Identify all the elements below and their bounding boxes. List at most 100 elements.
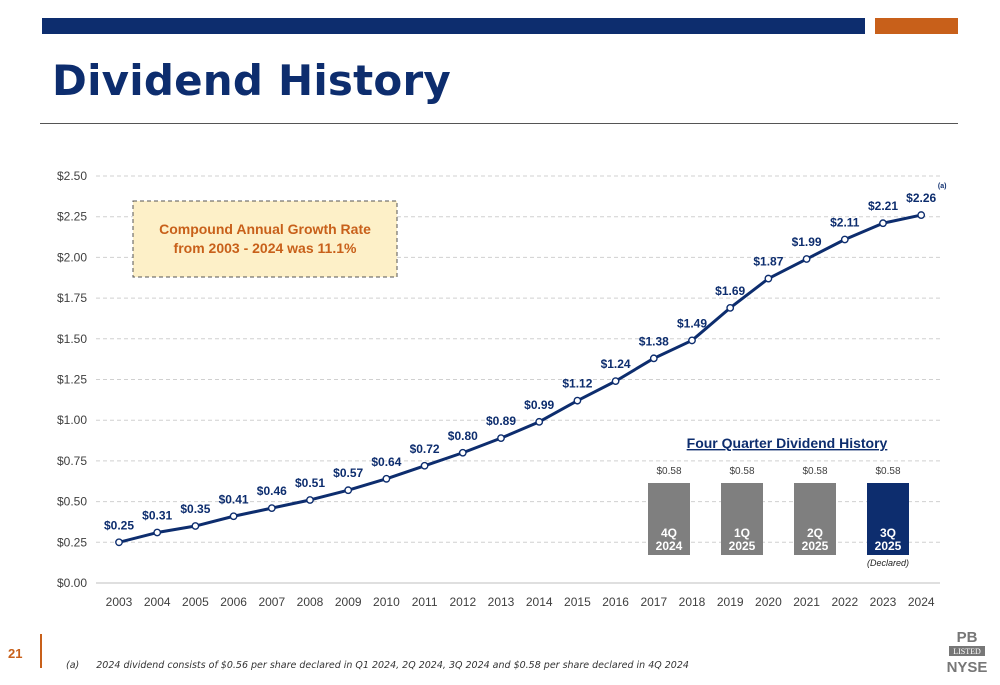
y-tick-label: $1.00 [57,413,87,427]
y-tick-label: $0.00 [57,576,87,590]
y-tick-label: $0.75 [57,454,87,468]
x-tick-label: 2022 [831,595,858,609]
data-point [344,486,353,495]
y-tick-label: $1.25 [57,373,87,387]
data-point [306,496,314,504]
y-tick-label: $2.25 [57,210,87,224]
last-point-note: (a) [938,183,947,190]
data-label: $0.51 [295,476,325,490]
x-tick-label: 2004 [144,595,171,609]
x-tick-label: 2017 [640,595,667,609]
x-tick-label: 2005 [182,595,209,609]
cagr-callout-text: from 2003 - 2024 was 11.1% [174,240,357,256]
data-label: $1.87 [753,255,783,269]
data-label: $0.31 [142,509,172,523]
inset-bar-category-label: 2Q [807,526,823,540]
x-tick-label: 2007 [258,595,285,609]
x-tick-label: 2006 [220,595,247,609]
x-tick-label: 2019 [717,595,744,609]
data-point [917,211,926,219]
footnote-marker: (a) [66,660,80,671]
data-point [229,512,238,521]
logo-ticker: PB [957,629,978,646]
inset-bar [794,483,836,555]
data-point [420,461,429,470]
header-accent-bar-blue [42,18,865,34]
inset-bar-category-label: 1Q [734,526,750,540]
data-point [688,336,696,345]
y-tick-label: $1.50 [57,332,87,346]
data-label: $0.80 [448,429,478,443]
inset-chart-title: Four Quarter Dividend History [687,435,888,451]
x-tick-label: 2020 [755,595,782,609]
y-tick-label: $0.50 [57,495,87,509]
data-label: $1.38 [639,334,669,348]
data-label: $2.26 [906,191,936,205]
x-tick-label: 2012 [449,595,476,609]
data-point [611,377,620,386]
x-tick-label: 2003 [106,595,133,609]
x-tick-label: 2009 [335,595,362,609]
data-label: $0.99 [524,398,554,412]
data-label: $0.25 [104,518,134,532]
inset-bar [721,483,763,555]
data-label: $0.41 [219,492,249,506]
x-tick-label: 2008 [297,595,324,609]
cagr-callout-text: Compound Annual Growth Rate [159,221,371,237]
data-point [840,235,849,244]
y-tick-label: $2.00 [57,250,87,264]
data-point [115,538,123,547]
data-label: $0.57 [333,466,363,480]
cagr-callout-box [132,200,398,278]
inset-bar-category-label: 2025 [729,539,756,553]
x-tick-label: 2018 [679,595,706,609]
inset-bar-category-label: 2024 [656,539,683,553]
logo-exchange: NYSE [947,659,988,676]
footnote: (a) 2024 dividend consists of $0.56 per … [66,660,689,671]
y-tick-label: $2.50 [57,169,87,183]
inset-bar-value-label: $0.58 [729,466,754,477]
data-point [879,219,887,228]
data-label: $0.35 [180,502,210,516]
footer-divider [40,634,42,668]
data-point [267,504,276,513]
data-point [802,255,811,263]
page-title: Dividend History [52,56,451,105]
y-tick-label: $1.75 [57,291,87,305]
data-point [535,417,544,426]
x-tick-label: 2013 [488,595,515,609]
inset-bar-category-label: 4Q [661,526,677,540]
data-point [382,474,391,483]
data-point [649,354,658,363]
x-tick-label: 2015 [564,595,591,609]
data-point [153,528,162,537]
y-tick-label: $0.25 [57,535,87,549]
data-point [458,448,467,457]
data-point [191,522,200,530]
header-accent-bar-orange [875,18,958,34]
data-label: $0.64 [371,455,401,469]
x-tick-label: 2021 [793,595,820,609]
inset-bar-value-label: $0.58 [802,466,827,477]
title-divider [40,123,958,124]
data-point [726,303,735,312]
footnote-text: 2024 dividend consists of $0.56 per shar… [96,660,689,671]
data-label: $1.99 [792,235,822,249]
logo-listed: LISTED [953,647,981,656]
data-label: $0.72 [410,442,440,456]
data-label: $1.69 [715,284,745,298]
data-label: $1.12 [562,377,592,391]
data-label: $2.11 [830,215,860,229]
page-number: 21 [8,646,23,661]
data-label: $1.49 [677,316,707,330]
data-point [764,274,773,283]
x-tick-label: 2010 [373,595,400,609]
inset-bar-category-label: 2025 [875,539,902,553]
x-tick-label: 2016 [602,595,629,609]
inset-highlight-note: (Declared) [867,558,909,568]
inset-bar [648,483,690,555]
inset-bar-value-label: $0.58 [875,466,900,477]
data-label: $2.21 [868,199,898,213]
inset-bar-value-label: $0.58 [656,466,681,477]
dividend-line [118,213,922,544]
